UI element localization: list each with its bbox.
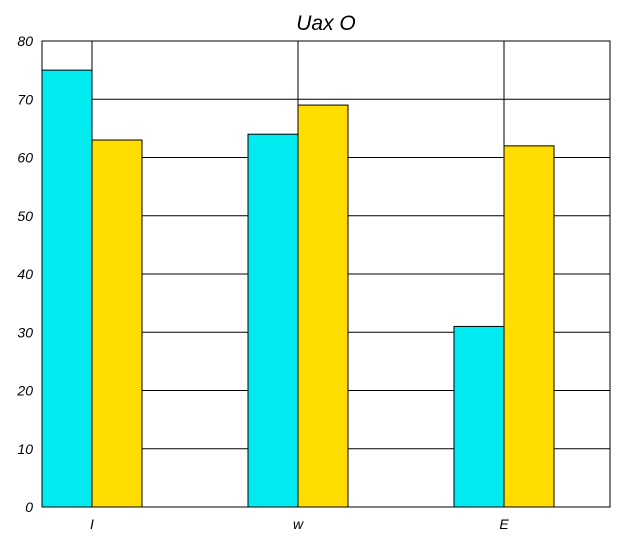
y-tick-label: 30 [17, 324, 33, 340]
y-axis-ticks: 0 10 20 30 40 50 60 70 80 [16, 33, 33, 515]
y-tick-label: 50 [17, 208, 33, 224]
x-tick-label: I [90, 516, 94, 532]
chart-title: Uax O [296, 12, 356, 35]
y-tick-label: 10 [17, 441, 33, 457]
y-tick-label: 40 [17, 266, 33, 282]
y-tick-label: 80 [17, 33, 33, 49]
plot-frame [41, 40, 611, 508]
bar-series2-w [297, 104, 349, 508]
y-tick-label: 60 [17, 150, 33, 166]
bar-series1-E [453, 325, 505, 508]
y-tick-label: 0 [25, 499, 33, 515]
y-tick-label: 70 [17, 91, 33, 107]
bars [41, 69, 555, 508]
bar-series2-I [91, 139, 143, 508]
bar-series2-E [503, 145, 555, 508]
bar-series1-I [41, 69, 93, 508]
y-tick-label: 20 [16, 383, 33, 399]
x-tick-label: w [293, 516, 304, 532]
x-tick-label: E [499, 516, 509, 532]
bar-series1-w [247, 133, 299, 508]
